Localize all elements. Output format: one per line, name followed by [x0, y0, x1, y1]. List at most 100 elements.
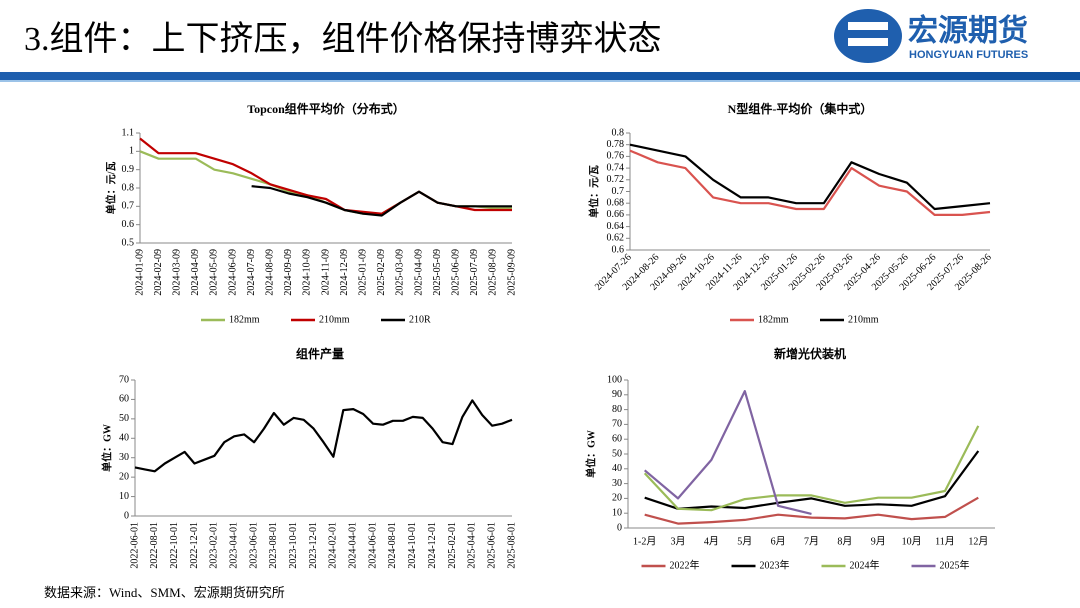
legend-label: 2022年 — [670, 558, 700, 571]
x-tick-label: 2024-06-09 — [227, 249, 238, 296]
x-tick-label: 2024-02-01 — [328, 522, 339, 569]
logo-stripe — [848, 38, 888, 46]
y-tick-label: 90 — [612, 389, 622, 400]
y-tick-label: 0.7 — [612, 186, 625, 197]
y-tick-label: 0.66 — [607, 209, 625, 220]
x-tick-label: 2025-06-01 — [486, 522, 497, 569]
logo-subname: HONGYUAN FUTURES — [909, 49, 1028, 61]
x-tick-label: 2025-01-09 — [357, 249, 368, 296]
logo-name: 宏源期货 — [908, 14, 1028, 49]
y-tick-label: 30 — [612, 478, 622, 489]
series-line — [251, 185, 512, 217]
y-tick-label: 0 — [617, 522, 622, 533]
x-tick-label: 2024-10-09 — [302, 249, 313, 296]
x-tick-label: 2025-06-09 — [450, 249, 461, 296]
y-tick-label: 0.6 — [122, 219, 135, 230]
x-tick-label: 2024-08-09 — [264, 249, 275, 296]
x-tick-label: 8月 — [837, 535, 852, 547]
y-tick-label: 40 — [119, 433, 129, 444]
y-tick-label: 60 — [612, 433, 622, 444]
y-tick-label: 0.5 — [122, 237, 135, 248]
y-tick-label: 0.62 — [607, 233, 625, 244]
x-tick-label: 2024-06-01 — [367, 522, 378, 569]
x-tick-label: 2025-03-09 — [395, 249, 406, 296]
y-axis-label: 单位：元/瓦 — [104, 162, 117, 215]
x-tick-label: 2023-10-01 — [288, 522, 299, 569]
legend-label: 2023年 — [760, 558, 790, 571]
x-tick-label: 2025-08-01 — [506, 522, 517, 569]
x-tick-label: 2025-02-01 — [447, 522, 458, 569]
source-note: 数据来源：Wind、SMM、宏源期货研究所 — [44, 585, 285, 600]
x-tick-label: 2025-07-09 — [469, 249, 480, 296]
x-tick-label: 2025-09-09 — [506, 249, 517, 296]
y-tick-label: 0.72 — [607, 174, 625, 185]
y-axis-label: 单位：GW — [100, 424, 113, 472]
x-tick-label: 2023-08-01 — [268, 522, 279, 569]
x-tick-label: 2024-03-09 — [171, 249, 182, 296]
x-tick-label: 2024-08-01 — [387, 522, 398, 569]
x-tick-label: 2024-05-09 — [209, 249, 220, 296]
logo-mark — [834, 9, 902, 63]
y-tick-label: 70 — [119, 374, 129, 385]
x-tick-label: 2023-06-01 — [248, 522, 259, 569]
x-tick-label: 2024-01-09 — [134, 249, 145, 296]
y-tick-label: 0.8 — [122, 182, 135, 193]
x-tick-label: 2023-04-01 — [229, 522, 240, 569]
y-tick-label: 0.64 — [607, 221, 625, 232]
y-tick-label: 0.6 — [612, 244, 625, 255]
x-tick-label: 2024-10-01 — [407, 522, 418, 569]
y-tick-label: 60 — [119, 394, 129, 405]
x-tick-label: 2024-04-01 — [348, 522, 359, 569]
x-tick-label: 2024-12-01 — [427, 522, 438, 569]
y-tick-label: 0.78 — [607, 139, 625, 150]
logo: 宏源期货 HONGYUAN FUTURES — [834, 9, 1028, 63]
y-tick-label: 70 — [612, 419, 622, 430]
x-tick-label: 2022-10-01 — [169, 522, 180, 569]
x-tick-label: 2023-02-01 — [209, 522, 220, 569]
y-tick-label: 50 — [119, 413, 129, 424]
x-tick-label: 2022-12-01 — [189, 522, 200, 569]
x-tick-label: 2024-09-09 — [283, 249, 294, 296]
y-tick-label: 1.1 — [122, 127, 135, 138]
legend-label: 210mm — [319, 314, 350, 325]
y-tick-label: 80 — [612, 404, 622, 415]
x-tick-label: 2024-12-09 — [339, 249, 350, 296]
header-bar-light — [0, 80, 1080, 82]
y-tick-label: 1 — [129, 146, 134, 157]
legend-label: 210R — [409, 314, 431, 325]
header-bar — [0, 72, 1080, 80]
x-tick-label: 7月 — [804, 535, 819, 547]
series-line — [139, 150, 512, 215]
y-axis-label: 单位：元/瓦 — [587, 165, 600, 218]
legend-label: 2025年 — [940, 558, 970, 571]
y-tick-label: 0.8 — [612, 127, 625, 138]
x-tick-label: 2025-05-09 — [432, 249, 443, 296]
y-tick-label: 100 — [607, 374, 622, 385]
y-tick-label: 10 — [119, 491, 129, 502]
chart-title: 组件产量 — [296, 346, 344, 361]
y-tick-label: 0.68 — [607, 197, 625, 208]
series-line — [629, 143, 991, 211]
series-line — [643, 425, 980, 512]
series-line — [643, 390, 812, 515]
x-tick-label: 2024-04-09 — [190, 249, 201, 296]
legend-label: 182mm — [229, 314, 260, 325]
y-tick-label: 30 — [119, 452, 129, 463]
y-tick-label: 40 — [612, 463, 622, 474]
x-tick-label: 11月 — [935, 535, 955, 547]
x-tick-label: 2022-06-01 — [129, 522, 140, 569]
series-line — [629, 149, 991, 216]
y-tick-label: 10 — [612, 507, 622, 518]
y-tick-label: 20 — [612, 493, 622, 504]
x-tick-label: 2024-02-09 — [153, 249, 164, 296]
chart-title: N型组件-平均价（集中式） — [728, 101, 873, 116]
x-tick-label: 9月 — [871, 535, 886, 547]
x-tick-label: 2023-12-01 — [308, 522, 319, 569]
y-tick-label: 0.76 — [607, 151, 625, 162]
x-tick-label: 5月 — [737, 535, 752, 547]
series-line — [644, 496, 979, 525]
y-tick-label: 20 — [119, 471, 129, 482]
x-tick-label: 10月 — [902, 535, 922, 547]
legend-label: 2024年 — [850, 558, 880, 571]
